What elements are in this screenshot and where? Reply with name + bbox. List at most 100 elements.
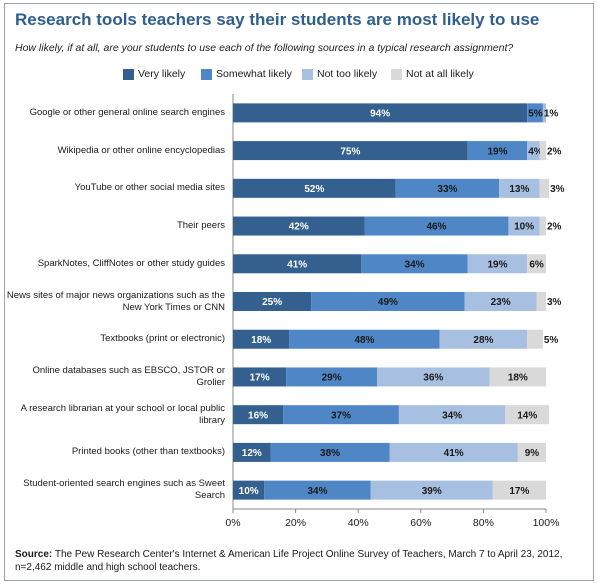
legend-item-very-likely: Very likely xyxy=(123,68,185,80)
data-label: 10% xyxy=(514,222,534,233)
source-note: Source: The Pew Research Center's Intern… xyxy=(15,548,585,574)
legend-label-very-likely: Very likely xyxy=(138,68,186,80)
bar-segment xyxy=(527,329,543,349)
legend-item-not-too-likely: Not too likely xyxy=(302,68,377,80)
data-label: 42% xyxy=(289,222,309,233)
data-label: 37% xyxy=(331,410,351,421)
bar-segment xyxy=(289,329,440,349)
data-label: 9% xyxy=(525,448,540,459)
data-label: 18% xyxy=(508,373,528,384)
bar-segment xyxy=(539,178,550,198)
data-label: 33% xyxy=(437,184,457,195)
data-label: 25% xyxy=(262,297,282,308)
bar-segment xyxy=(398,405,506,425)
category-label: YouTube or other social media sites xyxy=(74,182,225,194)
bar-segment xyxy=(536,292,546,311)
legend-swatch-very-likely xyxy=(123,68,134,80)
bar-segment xyxy=(508,216,540,236)
bar-segment xyxy=(364,216,509,236)
data-label: 34% xyxy=(405,259,425,270)
bar-segment xyxy=(542,103,546,123)
data-label: 46% xyxy=(426,222,446,233)
data-label: 38% xyxy=(320,448,340,459)
bar-segment xyxy=(439,329,528,349)
legend-item-somewhat-likely: Somewhat likely xyxy=(201,68,292,80)
stacked-bar-chart: 0% 20% 40% 60% 80% 100%94% 5% 1%75% 19% 4% 2%52% 33… xyxy=(225,94,565,529)
data-label: 2% xyxy=(547,146,562,157)
x-tick-label: 60% xyxy=(410,517,431,529)
data-label: 14% xyxy=(517,410,537,421)
bar-segment xyxy=(370,480,493,500)
bar-segment xyxy=(233,141,468,161)
bar-segment xyxy=(499,178,540,198)
data-label: 3% xyxy=(547,297,562,308)
bar-segment xyxy=(361,254,468,274)
data-label: 19% xyxy=(487,259,507,270)
data-label: 39% xyxy=(422,486,442,497)
bar-segment xyxy=(389,442,518,462)
bar-segment xyxy=(517,442,546,462)
data-label: 19% xyxy=(487,146,507,157)
bar-segment xyxy=(233,103,528,123)
category-label: A research librarian at your school or l… xyxy=(20,402,225,426)
data-label: 48% xyxy=(354,335,374,346)
category-label: Their peers xyxy=(176,220,225,232)
legend-swatch-not-too-likely xyxy=(302,68,313,80)
bar-segment xyxy=(492,480,546,500)
bar-segment xyxy=(376,367,490,387)
bar-segment xyxy=(467,254,528,274)
bar-segment xyxy=(233,480,265,500)
data-label: 2% xyxy=(547,222,562,233)
bar-segment xyxy=(233,254,362,274)
bar-segment xyxy=(395,178,500,198)
bar-segment xyxy=(527,103,543,123)
category-label: Google or other general online search en… xyxy=(29,106,225,118)
bar-segment xyxy=(233,292,312,311)
legend-label-somewhat-likely: Somewhat likely xyxy=(216,68,292,80)
data-label: 75% xyxy=(340,146,360,157)
bar-segment xyxy=(233,405,284,425)
bar-segment xyxy=(311,292,465,311)
data-label: 17% xyxy=(250,373,270,384)
category-label: Student-oriented search engines such as … xyxy=(23,478,225,502)
legend-label-not-at-all-likely: Not at all likely xyxy=(406,68,474,80)
data-label: 34% xyxy=(442,410,462,421)
legend-label-not-too-likely: Not too likely xyxy=(317,68,378,80)
data-label: 36% xyxy=(423,373,443,384)
bar-segment xyxy=(233,442,271,462)
bar-segment xyxy=(489,367,546,387)
x-tick-label: 100% xyxy=(533,517,560,529)
legend-swatch-not-at-all-likely xyxy=(391,68,402,80)
data-label: 10% xyxy=(239,486,259,497)
bar-segment xyxy=(233,216,365,236)
category-label: Textbooks (print or electronic) xyxy=(100,333,225,345)
category-label: SparkNotes, CliffNotes or other study gu… xyxy=(37,257,225,269)
data-label: 23% xyxy=(491,297,511,308)
chart-title: Research tools teachers say their studen… xyxy=(15,10,540,29)
data-label: 5% xyxy=(528,109,543,120)
data-label: 34% xyxy=(308,486,328,497)
data-label: 18% xyxy=(251,335,271,346)
data-label: 6% xyxy=(529,259,544,270)
data-label: 41% xyxy=(287,259,307,270)
data-label: 94% xyxy=(370,109,390,120)
chart-subtitle: How likely, if at all, are your students… xyxy=(15,42,514,54)
category-label: Online databases such as EBSCO, JSTOR or… xyxy=(32,364,225,388)
bar-segment xyxy=(233,178,396,198)
data-label: 3% xyxy=(550,184,565,195)
legend-item-not-at-all-likely: Not at all likely xyxy=(391,68,474,80)
bar-segment xyxy=(464,292,537,311)
data-label: 17% xyxy=(509,486,529,497)
bar-segment xyxy=(527,141,540,161)
bar-segment xyxy=(539,216,546,236)
x-tick-label: 20% xyxy=(285,517,306,529)
data-label: 16% xyxy=(248,410,268,421)
data-label: 29% xyxy=(322,373,342,384)
data-label: 4% xyxy=(528,146,543,157)
category-label: News sites of major news organizations s… xyxy=(6,289,225,313)
bar-segment xyxy=(505,405,550,425)
data-label: 13% xyxy=(509,184,529,195)
data-label: 41% xyxy=(444,448,464,459)
bar-segment xyxy=(233,329,290,349)
bar-segment xyxy=(264,480,371,500)
